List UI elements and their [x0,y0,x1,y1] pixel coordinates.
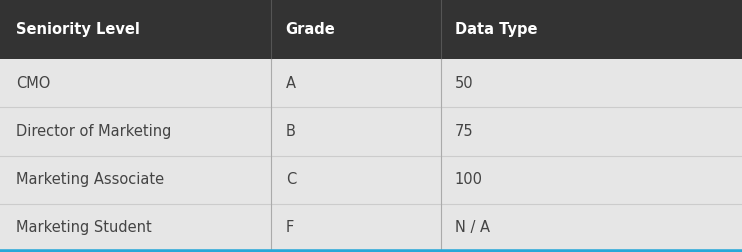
Text: Data Type: Data Type [455,22,537,37]
Text: C: C [286,172,296,187]
Text: 75: 75 [455,124,473,139]
Bar [0,0,742,59]
Bar [0,107,742,156]
Bar [0,155,742,204]
Text: B: B [286,124,295,139]
Text: 50: 50 [455,76,473,91]
Text: Grade: Grade [286,22,335,37]
Text: CMO: CMO [16,76,50,91]
Text: A: A [286,76,295,91]
Text: Marketing Student: Marketing Student [16,220,152,235]
Text: Director of Marketing: Director of Marketing [16,124,171,139]
Text: Seniority Level: Seniority Level [16,22,140,37]
Text: F: F [286,220,294,235]
Text: N / A: N / A [455,220,490,235]
Text: 100: 100 [455,172,483,187]
Bar [0,204,742,252]
Bar [0,59,742,107]
Text: Marketing Associate: Marketing Associate [16,172,165,187]
